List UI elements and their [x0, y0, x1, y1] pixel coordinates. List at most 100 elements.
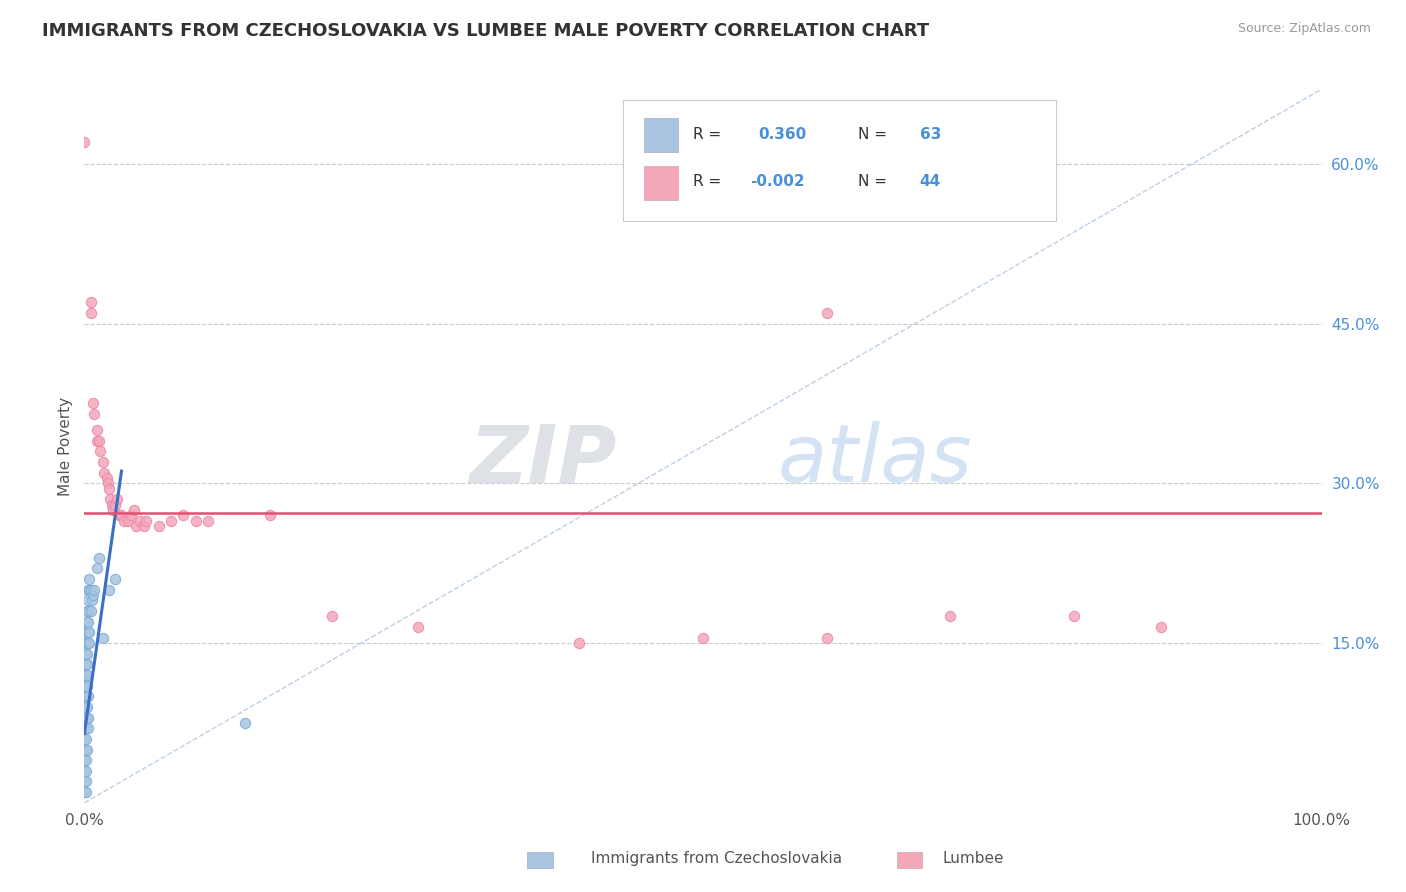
- Point: [408, 620, 430, 634]
- Point: [73, 679, 96, 693]
- Point: [184, 514, 207, 528]
- Point: [75, 647, 97, 661]
- Point: [82, 588, 104, 602]
- Point: [75, 721, 97, 735]
- Text: ZIP: ZIP: [470, 421, 616, 500]
- Point: [112, 514, 135, 528]
- Text: N =: N =: [858, 175, 887, 189]
- Point: [815, 631, 838, 645]
- Point: [77, 636, 100, 650]
- Point: [76, 690, 98, 704]
- Point: [76, 700, 98, 714]
- Point: [148, 519, 170, 533]
- Text: Source: ZipAtlas.com: Source: ZipAtlas.com: [1237, 22, 1371, 36]
- Point: [93, 466, 115, 480]
- Point: [76, 625, 98, 640]
- Point: [76, 636, 98, 650]
- Y-axis label: Male Poverty: Male Poverty: [58, 396, 73, 496]
- Point: [79, 582, 101, 597]
- Point: [77, 604, 100, 618]
- Point: [120, 508, 142, 523]
- Point: [86, 423, 108, 437]
- Point: [939, 609, 962, 624]
- Point: [97, 476, 120, 491]
- Point: [77, 593, 100, 607]
- Text: IMMIGRANTS FROM CZECHOSLOVAKIA VS LUMBEE MALE POVERTY CORRELATION CHART: IMMIGRANTS FROM CZECHOSLOVAKIA VS LUMBEE…: [42, 22, 929, 40]
- Point: [73, 721, 96, 735]
- Point: [75, 742, 97, 756]
- FancyBboxPatch shape: [623, 100, 1056, 221]
- Point: [117, 514, 139, 528]
- Point: [568, 636, 591, 650]
- Point: [79, 306, 101, 320]
- Point: [101, 503, 124, 517]
- Point: [75, 764, 97, 778]
- Point: [104, 572, 127, 586]
- Point: [75, 774, 97, 789]
- Point: [86, 561, 108, 575]
- FancyBboxPatch shape: [644, 166, 678, 200]
- Point: [321, 609, 343, 624]
- Point: [132, 519, 155, 533]
- Point: [89, 550, 111, 565]
- Point: [98, 492, 121, 507]
- Text: 44: 44: [920, 175, 941, 189]
- Text: -0.002: -0.002: [749, 175, 804, 189]
- Point: [98, 582, 121, 597]
- Text: Immigrants from Czechoslovakia: Immigrants from Czechoslovakia: [591, 851, 842, 865]
- Point: [83, 407, 105, 421]
- Point: [76, 647, 98, 661]
- Point: [73, 710, 96, 724]
- Point: [73, 774, 96, 789]
- Point: [815, 306, 838, 320]
- Point: [79, 572, 101, 586]
- Point: [77, 625, 100, 640]
- Point: [79, 636, 101, 650]
- Point: [73, 690, 96, 704]
- Point: [108, 508, 131, 523]
- Point: [76, 657, 98, 672]
- Point: [1150, 620, 1173, 634]
- Text: Lumbee: Lumbee: [942, 851, 1004, 865]
- Point: [75, 753, 97, 767]
- Text: R =: R =: [693, 127, 721, 142]
- Point: [75, 731, 97, 746]
- Point: [75, 679, 97, 693]
- Point: [83, 582, 105, 597]
- Point: [75, 785, 97, 799]
- Point: [73, 764, 96, 778]
- Point: [76, 668, 98, 682]
- Point: [73, 742, 96, 756]
- Point: [197, 514, 219, 528]
- Point: [82, 396, 104, 410]
- Point: [96, 471, 118, 485]
- Point: [125, 519, 148, 533]
- Point: [77, 615, 100, 629]
- FancyBboxPatch shape: [644, 118, 678, 152]
- Text: 0.360: 0.360: [759, 127, 807, 142]
- Point: [91, 455, 114, 469]
- Point: [76, 742, 98, 756]
- Point: [104, 498, 127, 512]
- Point: [73, 753, 96, 767]
- Point: [75, 657, 97, 672]
- Point: [135, 514, 157, 528]
- Point: [75, 625, 97, 640]
- Point: [76, 615, 98, 629]
- Point: [75, 636, 97, 650]
- Point: [77, 710, 100, 724]
- Point: [76, 710, 98, 724]
- Point: [75, 690, 97, 704]
- Text: 63: 63: [920, 127, 941, 142]
- Point: [75, 668, 97, 682]
- Point: [79, 604, 101, 618]
- Point: [80, 593, 103, 607]
- Point: [160, 514, 183, 528]
- Point: [73, 731, 96, 746]
- Point: [79, 295, 101, 310]
- Point: [79, 625, 101, 640]
- Point: [77, 721, 100, 735]
- Point: [73, 785, 96, 799]
- Point: [76, 679, 98, 693]
- Point: [77, 690, 100, 704]
